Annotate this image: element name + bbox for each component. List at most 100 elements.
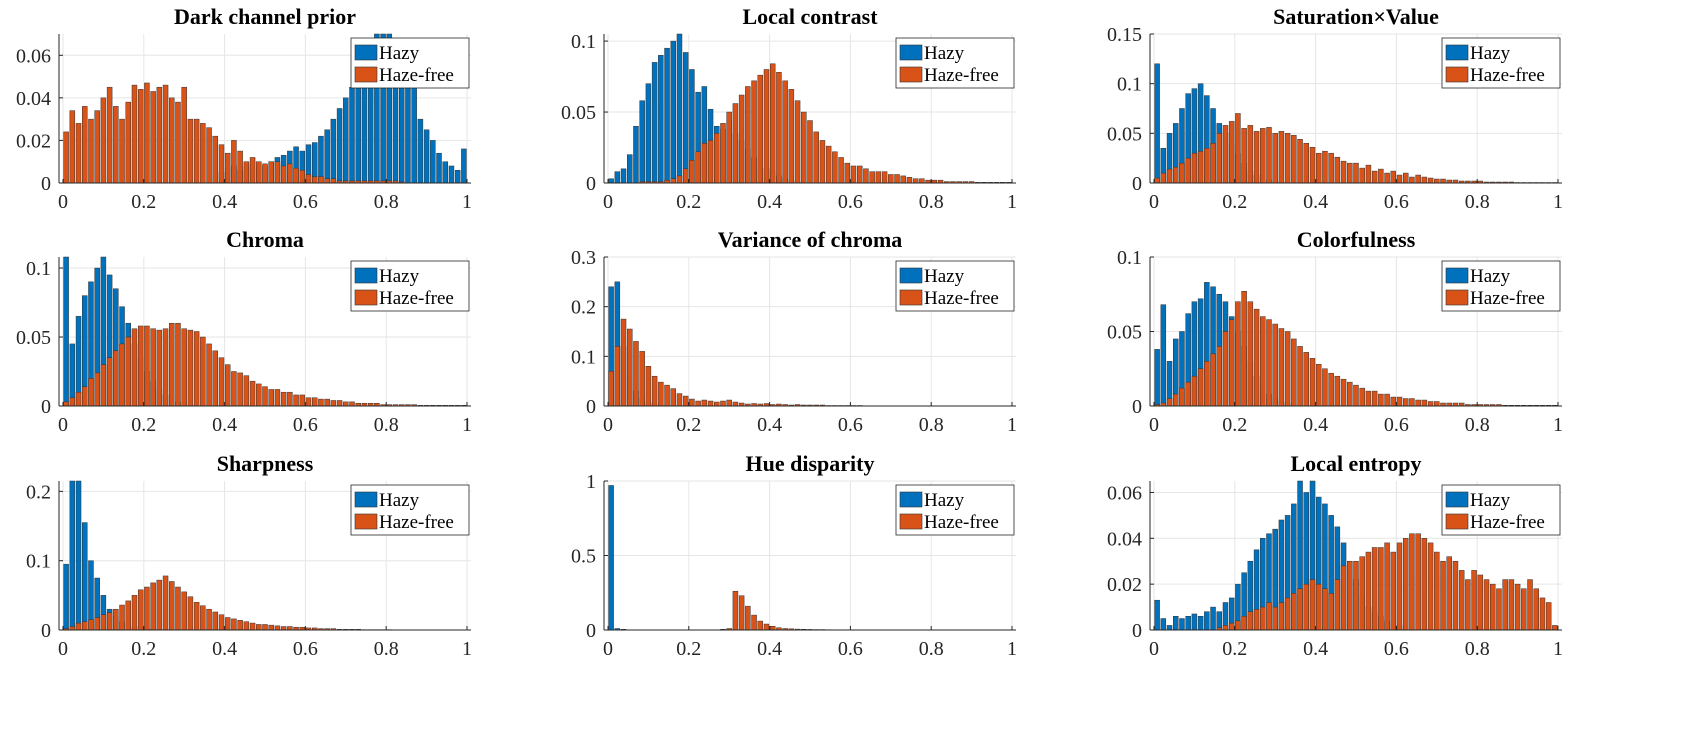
histogram-bar [670,178,677,184]
histogram-bar [181,591,187,631]
x-tick-label: 1 [1007,414,1017,436]
histogram-bar [224,617,231,631]
histogram-bar [1247,611,1254,631]
histogram-bar [131,595,138,631]
histogram-bar [825,145,832,184]
y-tick-label: 0 [1132,620,1142,642]
histogram-bar [726,111,732,184]
histogram-bar [442,161,448,184]
x-tick-label: 0 [58,414,68,436]
histogram-bar [738,94,745,184]
histogram-bar [1533,588,1539,631]
histogram-bar [1210,143,1216,184]
legend-label: Haze-free [1470,512,1545,533]
histogram-bar [757,620,764,631]
histogram-bar [1173,616,1179,631]
histogram-bar [1545,602,1552,631]
histogram-bar [751,614,757,631]
x-tick-label: 0.2 [1222,414,1247,436]
histogram-bar [256,624,262,631]
histogram-bar [212,611,219,631]
histogram-bar [1328,152,1334,184]
histogram-bar [249,622,256,631]
histogram-bar [1210,606,1216,631]
x-tick-label: 0.4 [212,191,237,213]
histogram-bar [1197,368,1204,407]
legend-label: Hazy [379,43,420,64]
x-tick-label: 0 [603,638,613,660]
histogram-bar [682,52,689,184]
histogram-bar [1378,168,1384,184]
histogram-bar [243,161,250,184]
y-tick-label: 0 [586,396,596,418]
histogram-bar [888,174,894,184]
histogram-bar [268,161,274,184]
histogram-bar [1179,618,1185,631]
histogram-bar [844,162,851,184]
subplot-title: Chroma [226,227,304,252]
x-tick-label: 0.6 [1384,638,1409,660]
y-tick-label: 0.05 [16,327,51,349]
histogram-bar [1508,579,1515,631]
histogram-bar [1191,152,1198,184]
histogram-bar [69,397,76,407]
histogram-bar [645,83,652,184]
legend-label: Hazy [379,266,420,287]
legend-label: Hazy [924,43,965,64]
histogram-bar [856,165,863,184]
subplot-1: Local contrast 0 0.2 0.4 0.6 0.8 1 0 0.05 0.1 Hazy… [561,4,1017,213]
histogram-bar [287,163,293,184]
x-tick-label: 0.4 [757,191,782,213]
legend-swatch-haze-free [899,66,923,83]
histogram-bar [664,384,670,407]
y-tick-label: 0.3 [571,247,596,269]
legend-label: Hazy [379,490,420,511]
histogram-bar [1160,304,1167,407]
histogram-bar [1521,588,1527,631]
histogram-bar [1291,593,1297,631]
x-tick-label: 0 [1149,191,1159,213]
histogram-bar [150,328,156,407]
histogram-bar [769,626,776,631]
histogram-bar [1216,133,1223,184]
series-haze-free [1216,533,1558,631]
histogram-bar [206,127,212,184]
histogram-bar [614,171,621,184]
histogram-bar [324,398,330,407]
x-tick-label: 1 [462,638,472,660]
histogram-bar [88,118,94,184]
histogram-bar [82,522,88,631]
histogram-bar [262,386,268,407]
histogram-bar [1235,620,1241,631]
histogram-bar [193,331,200,407]
x-tick-label: 0.2 [1222,638,1247,660]
histogram-bar [720,400,726,407]
histogram-bar [75,391,82,407]
histogram-bar [695,151,701,184]
x-tick-label: 0.6 [293,638,318,660]
histogram-bar [1440,178,1446,184]
y-tick-label: 0 [1132,396,1142,418]
subplot-4: Variance of chroma 0 0.2 0.4 0.6 0.8 1 0 0.1 0.2 0… [571,227,1017,436]
histogram-bar [144,325,150,407]
histogram-bar [1303,352,1310,407]
x-tick-label: 0.6 [1384,414,1409,436]
histogram-bar [620,318,627,407]
histogram-bar [175,586,181,631]
y-tick-label: 0.05 [561,102,596,124]
histogram-bar [1315,583,1322,631]
histogram-bar [1390,170,1397,184]
y-tick-label: 0.04 [16,88,51,110]
y-tick-label: 0.2 [571,297,596,319]
histogram-bar [1384,542,1390,631]
histogram-bar [1297,139,1303,184]
histogram-bar [343,401,349,407]
histogram-bar [249,157,256,184]
histogram-bar [268,624,274,631]
legend-label: Hazy [1470,266,1511,287]
x-tick-label: 0.8 [1465,414,1490,436]
histogram-bar [330,118,337,184]
histogram-bar [94,110,100,184]
histogram-bar [1334,375,1341,407]
histogram-bar [1465,579,1471,631]
